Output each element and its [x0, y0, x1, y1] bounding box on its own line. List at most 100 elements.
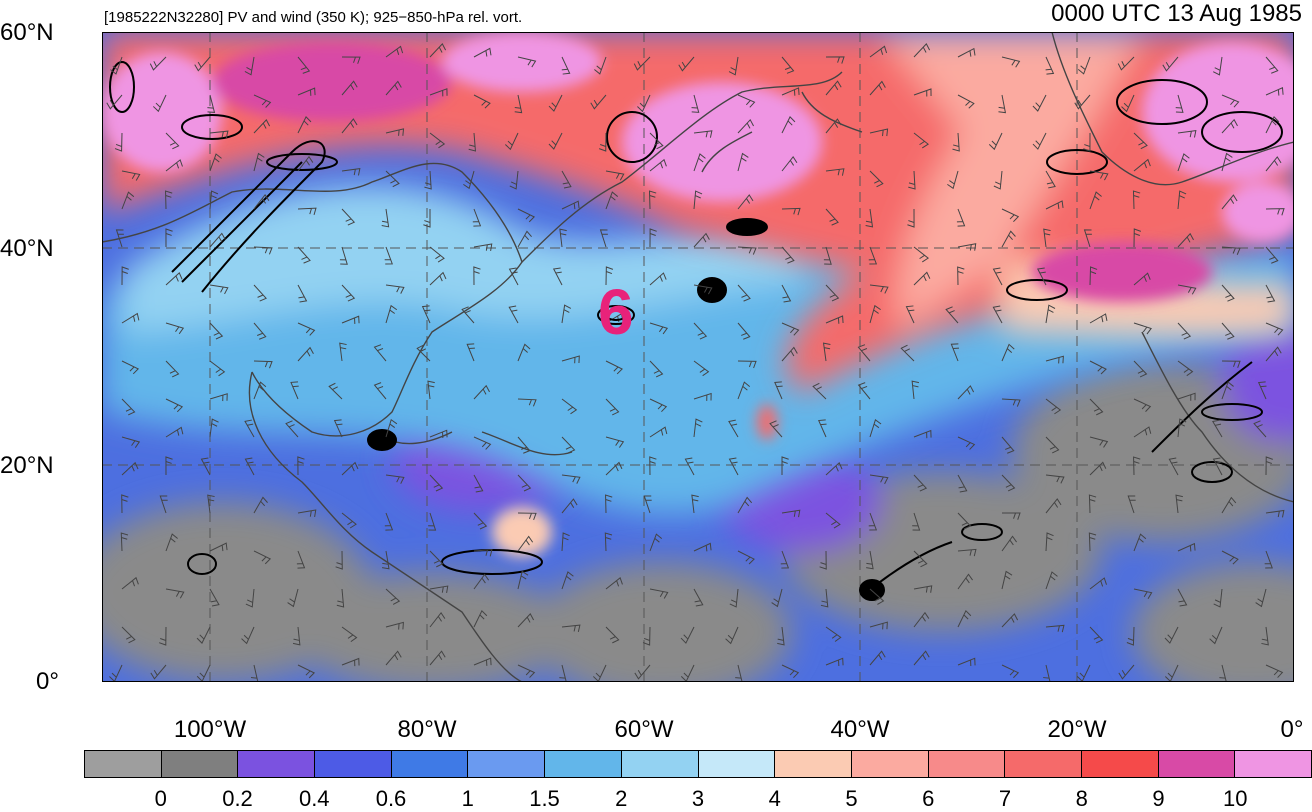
wind-barb [244, 457, 255, 476]
wind-barb [1089, 170, 1109, 181]
wind-barb [1265, 346, 1282, 362]
wind-barb [1133, 360, 1148, 378]
wind-barb [737, 550, 755, 565]
wind-barb [514, 94, 523, 114]
wind-barb [561, 398, 578, 415]
wind-barb [253, 284, 267, 302]
lat-label-20n: 20°N [0, 452, 54, 479]
wind-barb [1132, 190, 1141, 210]
wind-barb [297, 246, 311, 264]
wind-barb [517, 436, 531, 454]
wind-barb [253, 119, 271, 134]
wind-barb [335, 550, 343, 570]
wind-barb [468, 132, 477, 152]
wind-barb [1045, 474, 1065, 484]
wind-barb [385, 304, 398, 324]
wind-barb [120, 532, 129, 552]
colorbar-swatch [391, 751, 469, 777]
wind-barb [561, 56, 571, 75]
wind-barb [868, 246, 878, 265]
wind-barb [1265, 56, 1279, 74]
wind-barb [428, 512, 437, 531]
colorbar-swatch [1158, 751, 1236, 777]
wind-barb [1045, 398, 1062, 415]
wind-barb [869, 650, 886, 666]
wind-barb [1045, 304, 1056, 324]
colorbar-label: 9 [1152, 786, 1165, 811]
wind-barb [1177, 542, 1196, 552]
wind-barb [957, 266, 965, 286]
wind-barb [737, 360, 757, 369]
wind-barb [769, 420, 783, 438]
wind-barb [1045, 498, 1062, 514]
wind-barb [253, 94, 272, 108]
wind-barb [517, 56, 537, 68]
wind-barb [1221, 246, 1241, 255]
wind-barb [473, 243, 493, 251]
wind-barb [429, 246, 445, 263]
wind-barb [913, 43, 931, 58]
wind-barb [114, 132, 123, 152]
valid-time: 0000 UTC 13 Aug 1985 [1051, 0, 1302, 27]
wind-barb [1089, 577, 1107, 590]
wind-barb [517, 230, 532, 248]
wind-barb [165, 272, 183, 286]
wind-barb [517, 208, 536, 223]
graticule [102, 32, 1294, 682]
wind-barb [461, 306, 475, 324]
wind-barb [1212, 56, 1223, 76]
wind-barb [165, 159, 183, 172]
wind-barb [913, 474, 928, 492]
wind-barb [1133, 426, 1152, 438]
wind-barb [253, 550, 272, 565]
wind-barb [1133, 588, 1153, 599]
wind-barb [649, 456, 657, 476]
wind-barb [341, 80, 358, 96]
wind-barb [1265, 87, 1284, 96]
wind-barb [649, 426, 668, 438]
wind-barb [1175, 494, 1183, 514]
wind-barb [1089, 360, 1107, 375]
wind-barb [1133, 132, 1148, 150]
wind-barb [429, 271, 447, 286]
wind-barb [957, 47, 976, 58]
wind-barb [642, 626, 651, 646]
wind-barb [1257, 381, 1267, 400]
wind-barb [728, 56, 739, 76]
wind-barb [825, 284, 840, 302]
wind-barb [693, 232, 710, 248]
wind-barb [605, 191, 619, 210]
wind-barb [517, 474, 532, 492]
colorbar-swatch [851, 751, 929, 777]
colorbar-swatch [468, 751, 546, 777]
colorbar-swatch [1005, 751, 1082, 777]
wind-barb [341, 626, 358, 643]
wind-barb [680, 626, 695, 644]
wind-barb [912, 512, 921, 531]
wind-barb [913, 585, 933, 593]
wind-barb [1089, 436, 1109, 448]
colorbar-swatch [928, 751, 1006, 777]
wind-barb [1126, 626, 1135, 646]
wind-barb [121, 170, 141, 181]
wind-barb [253, 322, 267, 340]
lon-label-20w: 20°W [1047, 716, 1107, 743]
wind-barb [633, 56, 651, 71]
wind-barb [913, 550, 928, 568]
wind-barb [993, 170, 1003, 190]
wind-barb [1001, 613, 1019, 628]
wind-barb [561, 474, 581, 484]
wind-barb [781, 56, 795, 74]
wind-barb [819, 550, 827, 570]
wind-barb [504, 132, 519, 151]
lat-label-60n: 60°N [0, 19, 54, 46]
wind-barb [1001, 56, 1021, 68]
wind-barb [913, 271, 931, 286]
wind-barb [1133, 456, 1141, 476]
wind-barb [150, 664, 167, 680]
wind-barb [1212, 457, 1223, 476]
wind-barb [1264, 550, 1273, 569]
wind-barb [385, 621, 404, 630]
wind-barb [165, 360, 180, 378]
wind-barb [1043, 228, 1051, 248]
